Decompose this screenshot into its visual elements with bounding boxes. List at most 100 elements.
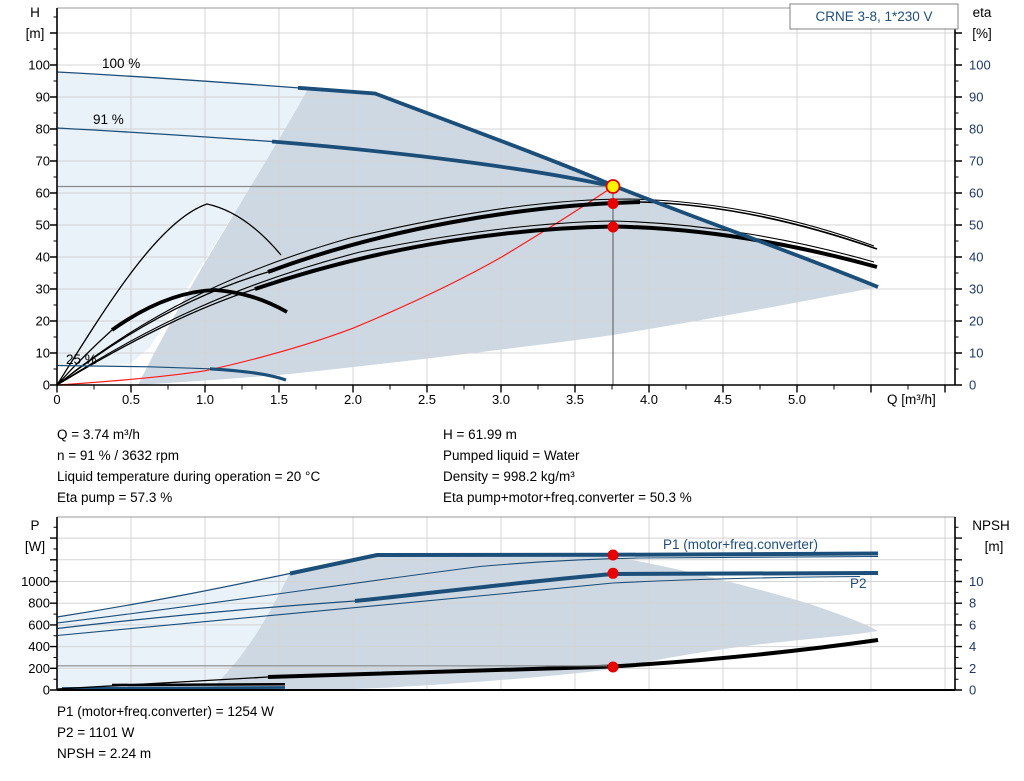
q-tick-20: 2.0: [344, 392, 362, 407]
npsh-axis-minor-ticks: [955, 526, 959, 680]
top-grid-vertical: [130, 8, 946, 385]
npsh-min-speed-curve: [111, 683, 286, 687]
p-tick-1000: 1000: [21, 574, 50, 589]
eta-tick-80: 80: [969, 122, 983, 137]
info-liquid-temp: Liquid temperature during operation = 20…: [57, 469, 321, 484]
npsh-axis-title: NPSH: [972, 518, 1010, 533]
q-tick-25: 2.5: [418, 392, 436, 407]
p-tick-400: 400: [28, 639, 50, 654]
h-tick-80: 80: [36, 122, 50, 137]
p2-curve-thin: [56, 600, 356, 630]
p2-curve-label: P2: [850, 576, 867, 591]
top-chart: 0 10 20 30 40 50 60 70 80 90 100 0 10 20…: [26, 3, 992, 407]
p1-companion-curve: [56, 555, 879, 624]
duty-info-right: H = 61.99 m Pumped liquid = Water Densit…: [443, 424, 692, 508]
h-tick-40: 40: [36, 250, 50, 265]
q-tick-05: 0.5: [122, 392, 140, 407]
eta-tick-20: 20: [969, 314, 983, 329]
p2-companion-curve: [56, 575, 861, 637]
p2-duty-dot[interactable]: [607, 567, 619, 579]
h-tick-50: 50: [36, 218, 50, 233]
eta-tick-70: 70: [969, 154, 983, 169]
q-tick-35: 3.5: [566, 392, 584, 407]
q-tick-10: 1.0: [196, 392, 214, 407]
p-axis-unit: [W]: [25, 539, 45, 554]
eta-tick-60: 60: [969, 186, 983, 201]
info-npsh: NPSH = 2.24 m: [57, 746, 152, 761]
eta-tick-90: 90: [969, 90, 983, 105]
npsh-tick-4: 4: [969, 639, 976, 654]
eta-axis-major-ticks: [955, 32, 962, 386]
info-head: H = 61.99 m: [443, 427, 517, 442]
npsh-axis-unit: [m]: [985, 539, 1004, 554]
h-axis-unit: [m]: [26, 26, 45, 41]
p-tick-800: 800: [28, 596, 50, 611]
h-tick-20: 20: [36, 314, 50, 329]
info-pumped-liquid: Pumped liquid = Water: [443, 448, 580, 463]
eta-tick-30: 30: [969, 282, 983, 297]
eta-low-curve-leadin: [56, 329, 113, 386]
eta-total-duty-dot[interactable]: [607, 221, 619, 233]
q-tick-45: 4.5: [714, 392, 732, 407]
eta-axis-unit: [%]: [972, 26, 992, 41]
q-axis-minor-ticks: [93, 385, 909, 390]
eta-tick-100: 100: [969, 58, 991, 73]
p-axis-major-ticks: [50, 537, 57, 691]
speed-91-curve-thick: [271, 139, 614, 189]
speed-25-curve-thin: [56, 364, 211, 370]
npsh-curve-thin: [56, 676, 269, 690]
eta-total-curve-leadin: [56, 288, 256, 386]
speed-91-label: 91 %: [93, 112, 124, 127]
h-axis-minor-ticks: [53, 16, 57, 370]
p1-curve-label: P1 (motor+freq.converter): [663, 537, 818, 552]
npsh-axis-major-ticks: [955, 537, 962, 691]
duty-info-left: Q = 3.74 m³/h n = 91 % / 3632 rpm Liquid…: [57, 424, 320, 508]
q-tick-0: 0: [53, 392, 60, 407]
eta-pump-companion-curve: [56, 198, 875, 386]
npsh-duty-dot[interactable]: [607, 661, 619, 673]
npsh-tick-8: 8: [969, 596, 976, 611]
npsh-tick-2: 2: [969, 661, 976, 676]
operating-envelope-light: [57, 72, 308, 366]
p-tick-200: 200: [28, 661, 50, 676]
h-axis-title: H: [30, 5, 40, 20]
h-tick-0: 0: [43, 378, 50, 393]
p-tick-0: 0: [43, 683, 50, 698]
eta-tick-50: 50: [969, 218, 983, 233]
q-axis-title: Q [m³/h]: [887, 392, 936, 407]
p-min-speed-curve: [61, 686, 286, 690]
eta-pump-curve-thick: [267, 200, 641, 274]
p2-curve-thick: [354, 571, 879, 603]
duty-point-marker[interactable]: [605, 179, 621, 194]
eta-tick-0: 0: [969, 378, 976, 393]
info-p2: P2 = 1101 W: [57, 725, 135, 740]
info-eta-total: Eta pump+motor+freq.converter = 50.3 %: [443, 490, 692, 505]
eta-pump-duty-dot[interactable]: [607, 198, 619, 209]
eta-total-curve-thick: [254, 224, 878, 291]
speed-100-curve-thin: [56, 71, 301, 89]
pump-type-box: [789, 3, 959, 30]
operating-envelope-dark: [138, 89, 878, 385]
h-tick-60: 60: [36, 186, 50, 201]
eta-pump-curve-leadin: [56, 271, 269, 386]
speed-91-curve-thin: [56, 127, 273, 143]
speed-25-label: 25 %: [66, 352, 97, 367]
speed-100-label: 100 %: [102, 56, 140, 71]
info-speed: n = 91 % / 3632 rpm: [57, 448, 179, 463]
npsh-tick-6: 6: [969, 617, 976, 632]
system-curve: [56, 187, 612, 386]
speed-25-curve-thick: [209, 367, 287, 382]
q-tick-30: 3.0: [492, 392, 510, 407]
top-grid-horizontal: [57, 32, 955, 354]
p1-curve-thick: [289, 551, 879, 576]
p-axis-title: P: [30, 518, 39, 533]
power-info: P1 (motor+freq.converter) = 1254 W P2 = …: [57, 701, 274, 764]
eta-pump-curve-tail: [639, 201, 878, 250]
q-axis-major-ticks: [56, 385, 946, 393]
p1-duty-dot[interactable]: [607, 549, 619, 561]
eta-dome-curve: [56, 203, 282, 386]
h-tick-90: 90: [36, 90, 50, 105]
p-axis-minor-ticks: [53, 526, 57, 680]
